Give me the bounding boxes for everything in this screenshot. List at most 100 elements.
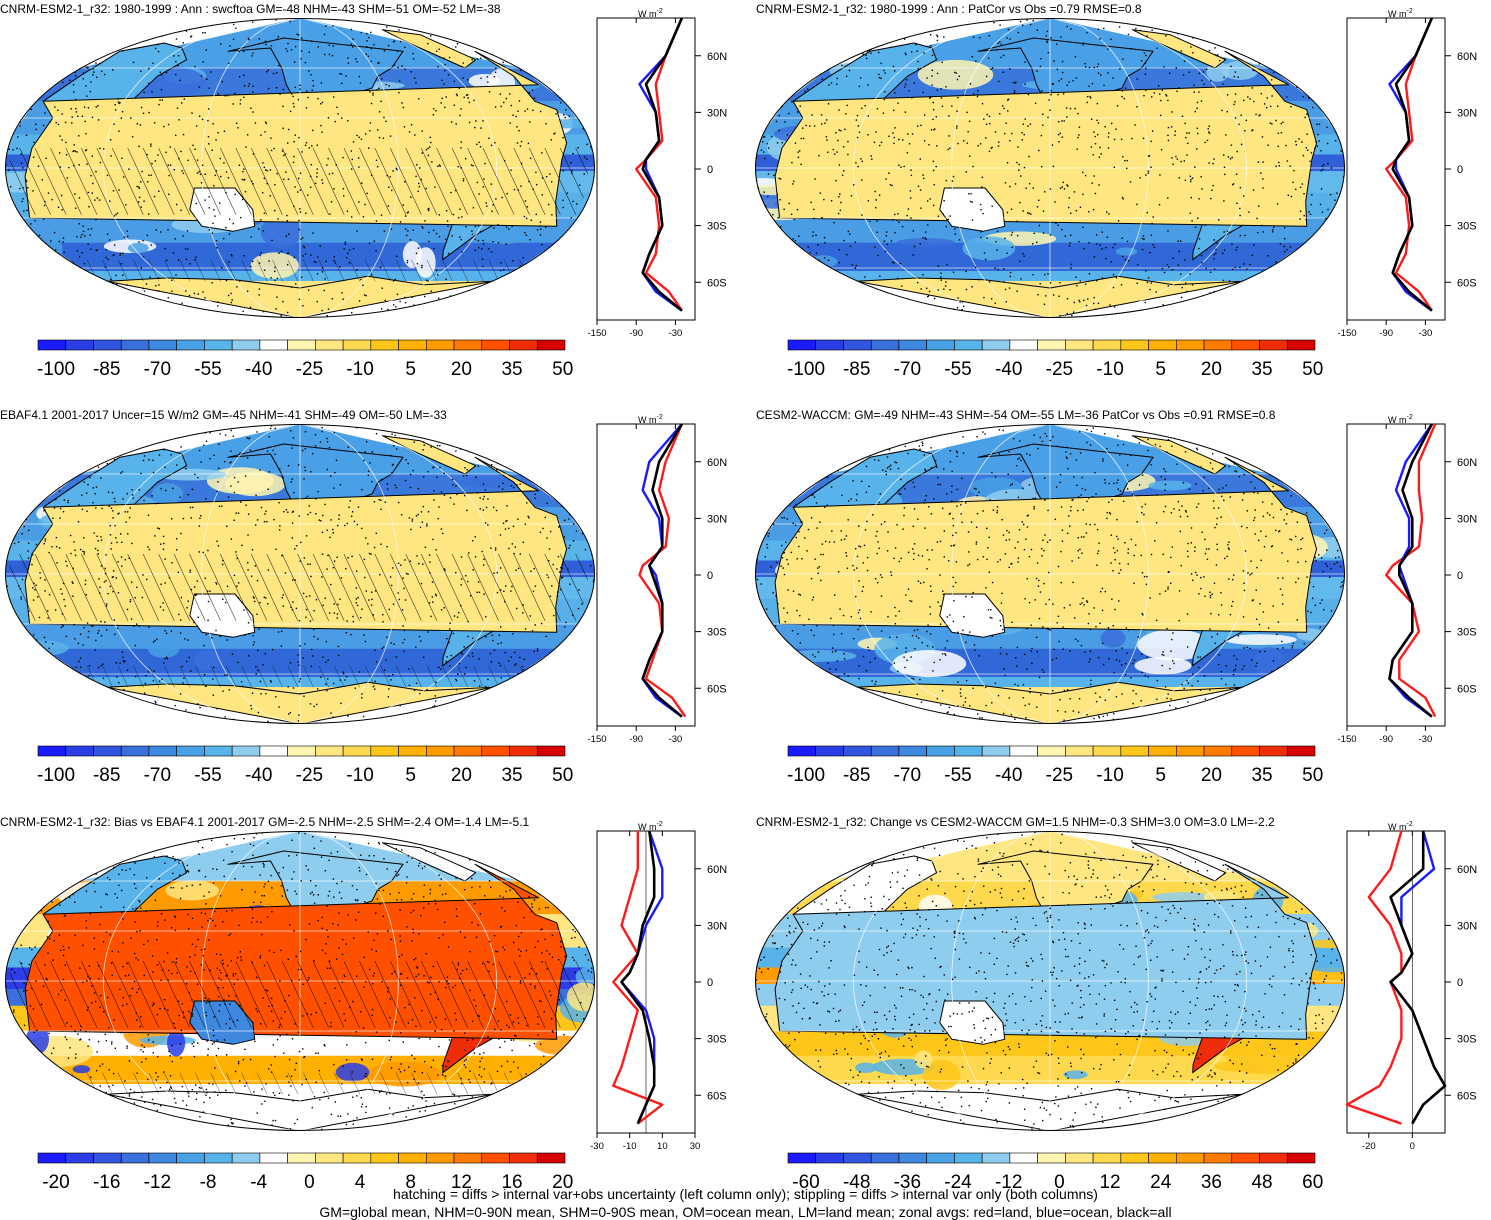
panel-3: EBAF4.1 2001-2017 Uncer=15 W/m2 GM=-45 N… <box>0 406 745 806</box>
colorbar-swatch <box>288 746 316 756</box>
map-field-patch <box>855 1062 877 1073</box>
zonal-frame <box>1347 424 1445 726</box>
colorbar-label: 50 <box>552 359 573 380</box>
colorbar-swatch <box>315 746 343 756</box>
colorbar-swatch <box>177 746 205 756</box>
colorbar-swatch <box>1149 340 1177 350</box>
colorbar-swatch <box>1232 340 1260 350</box>
panel-title: CNRM-ESM2-1_r32: Change vs CESM2-WACCM G… <box>756 815 1275 829</box>
panel-title: CNRM-ESM2-1_r32: 1980-1999 : Ann : swcft… <box>0 2 501 16</box>
colorbar-label: 5 <box>405 765 416 786</box>
colorbar-label: 50 <box>1302 359 1323 380</box>
zonal-x-tick: -30 <box>669 734 683 745</box>
colorbar-swatch <box>204 746 232 756</box>
map <box>5 831 595 1131</box>
colorbar-swatch <box>426 340 454 350</box>
colorbar-swatch <box>1149 1153 1177 1163</box>
colorbar-swatch <box>816 1153 844 1163</box>
colorbar-swatch <box>899 746 927 756</box>
colorbar-swatch <box>537 1153 565 1163</box>
colorbar-swatch <box>1260 746 1288 756</box>
colorbar-swatch <box>1287 746 1315 756</box>
colorbar-swatch <box>510 1153 538 1163</box>
colorbar-label: -70 <box>894 359 921 380</box>
zonal-x-tick: -30 <box>669 328 683 339</box>
colorbar-swatch <box>482 340 510 350</box>
zonal-x-tick: 0 <box>1410 1141 1415 1152</box>
colorbar-label: -85 <box>93 359 120 380</box>
colorbar-swatch <box>1176 340 1204 350</box>
colorbar-label: 20 <box>451 359 472 380</box>
colorbar-swatch <box>121 340 149 350</box>
colorbar-swatch <box>232 340 260 350</box>
zonal-x-tick: -150 <box>587 734 606 745</box>
colorbar-label: -100 <box>787 359 825 380</box>
zonal-x-tick: -90 <box>629 734 643 745</box>
colorbar-swatch <box>149 1153 177 1163</box>
map-field-patch <box>1116 248 1138 256</box>
zonal-x-tick: -90 <box>629 328 643 339</box>
colorbar-swatch <box>1121 1153 1149 1163</box>
colorbar-swatch <box>315 1153 343 1163</box>
colorbar-label: -25 <box>296 765 323 786</box>
colorbar-label: -100 <box>787 765 825 786</box>
map-field-patch <box>1214 1061 1259 1071</box>
colorbar-swatch <box>232 1153 260 1163</box>
colorbar-swatch <box>1038 746 1066 756</box>
zonal-x-tick: -10 <box>623 1141 637 1152</box>
colorbar-swatch <box>537 746 565 756</box>
colorbar-label: -100 <box>37 359 75 380</box>
colorbar-swatch <box>204 1153 232 1163</box>
zonal-lat-tick: 30S <box>707 221 727 233</box>
zonal-x-tick: -150 <box>1337 328 1356 339</box>
colorbar-swatch <box>1260 340 1288 350</box>
colorbar-swatch <box>1010 1153 1038 1163</box>
colorbar-swatch <box>177 1153 205 1163</box>
colorbar-swatch <box>260 1153 288 1163</box>
colorbar-swatch <box>371 340 399 350</box>
map-field-patch <box>893 650 967 677</box>
colorbar-swatch <box>1038 1153 1066 1163</box>
panel-1: CNRM-ESM2-1_r32: 1980-1999 : Ann : swcft… <box>0 0 745 400</box>
footnote-line-2: GM=global mean, NHM=0-90N mean, SHM=0-90… <box>0 1204 1491 1220</box>
colorbar-swatch <box>1260 1153 1288 1163</box>
colorbar-label: 35 <box>1251 765 1272 786</box>
map-hatching <box>8 148 593 215</box>
map-field-patch <box>1064 1070 1088 1079</box>
map-hatching <box>8 554 593 621</box>
colorbar-swatch <box>510 340 538 350</box>
colorbar-label: 35 <box>501 359 522 380</box>
colorbar-label: -10 <box>346 765 373 786</box>
colorbar-swatch <box>399 746 427 756</box>
zonal-x-tick: -150 <box>1337 734 1356 745</box>
units-label: W m-2 <box>638 821 663 832</box>
colorbar-swatch <box>454 340 482 350</box>
colorbar-swatch <box>1010 340 1038 350</box>
colorbar-swatch <box>399 1153 427 1163</box>
colorbar-swatch <box>1232 1153 1260 1163</box>
panel-title: CESM2-WACCM: GM=-49 NHM=-43 SHM=-54 OM=-… <box>756 408 1275 422</box>
colorbar-swatch <box>149 746 177 756</box>
zonal-lat-tick: 60N <box>1457 457 1477 469</box>
colorbar-swatch <box>982 1153 1010 1163</box>
colorbar-swatch <box>343 1153 371 1163</box>
zonal-x-tick: 30 <box>690 1141 701 1152</box>
panel-6: CNRM-ESM2-1_r32: Change vs CESM2-WACCM G… <box>750 813 1491 1213</box>
zonal-lat-tick: 30N <box>707 920 727 932</box>
zonal-lat-tick: 0 <box>1457 977 1463 989</box>
colorbar-swatch <box>871 340 899 350</box>
zonal-lat-tick: 0 <box>707 977 713 989</box>
colorbar-swatch <box>38 746 66 756</box>
colorbar-label: 35 <box>501 765 522 786</box>
map-field-patch <box>165 880 219 900</box>
colorbar-swatch <box>38 1153 66 1163</box>
colorbar-swatch <box>1093 746 1121 756</box>
colorbar-label: -85 <box>93 765 120 786</box>
colorbar-swatch <box>510 746 538 756</box>
colorbar-swatch <box>1204 746 1232 756</box>
colorbar-label: -40 <box>245 359 272 380</box>
